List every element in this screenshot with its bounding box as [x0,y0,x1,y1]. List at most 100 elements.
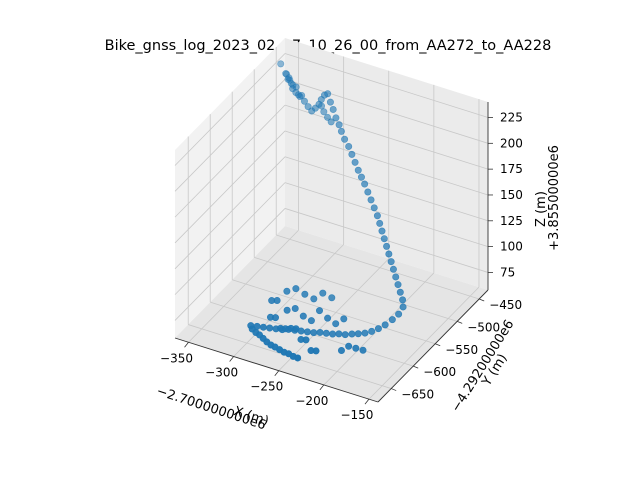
grid-line [391,388,397,391]
data-point [292,285,300,293]
z-tick-label: 150 [500,188,523,202]
data-point [396,288,404,296]
data-point [378,227,386,235]
pane-y [285,38,488,290]
data-point [329,330,337,338]
data-point [381,321,389,329]
data-point [367,196,375,204]
grid-line [274,370,280,376]
y-tick-label: −600 [423,365,456,379]
data-point [316,307,324,315]
grid-line [254,256,458,322]
data-point [364,188,372,196]
grid-line [284,156,489,222]
data-point [271,314,279,322]
data-point [328,294,336,302]
data-point [352,344,360,352]
z-axis-offset-label: +3.85500000e6 [547,145,562,251]
data-point [292,325,300,333]
grid-line [229,356,234,362]
data-point [351,158,359,166]
data-point [283,306,291,314]
data-point [307,317,315,325]
data-point [337,127,345,135]
data-point [266,324,274,332]
data-point [341,135,349,143]
y-tick-label: −500 [467,320,500,334]
data-point [322,329,330,337]
grid-line [174,208,286,321]
data-point [323,113,331,121]
data-point [361,180,369,188]
data-point [345,142,353,150]
y-tick-label: −450 [489,298,522,312]
x-tick-label: −150 [340,408,373,422]
pane-x [175,38,285,338]
data-points [247,60,407,362]
grid-line [276,234,480,300]
grid-line [174,130,286,244]
z-tick-label: 125 [500,214,523,228]
data-point [340,315,348,323]
grid-line [174,182,286,295]
tick-labels: −350 −300 −250 −200 −150 −650 −600 −550 −500 −450… [160,110,523,422]
grid-line [377,289,489,403]
data-point [394,281,402,289]
data-point [341,331,349,339]
data-point [357,173,365,181]
grid-line [284,182,489,247]
grid-line [184,342,189,348]
data-point [312,347,320,355]
y-tick-label: −650 [401,388,434,402]
axis-panes [175,38,488,402]
grid-line [368,286,480,400]
grid-line [174,53,286,166]
data-point [345,342,353,350]
y-tick-label: −550 [445,343,478,357]
z-tick-label: 75 [500,265,515,279]
data-point [380,235,388,243]
chart-title: Bike_gnss_log_2023_02_07_10_26_00_from_A… [105,38,552,54]
z-tick-label: 225 [500,110,523,124]
grid-line [174,79,286,192]
data-point [389,265,397,273]
grid-line [284,53,489,118]
data-point [310,295,318,303]
data-point [259,323,267,331]
data-point [332,114,340,122]
data-point [399,303,407,311]
z-tick-label: 175 [500,162,523,176]
data-point [392,273,400,281]
data-point [296,93,304,101]
grid-line [232,279,436,345]
grid-line [174,156,286,270]
data-point [301,290,309,298]
data-point [291,305,299,313]
grid-line [457,320,463,324]
data-point [374,325,382,333]
data-point [368,327,376,335]
data-point [399,296,407,304]
data-point [303,328,311,336]
data-point [283,287,291,295]
data-point [319,289,327,297]
grid-line [233,244,344,357]
data-point [348,330,356,338]
x-tick-label: −350 [160,351,193,365]
grid-line [284,104,489,170]
data-point [348,150,356,158]
x-tick-label: −200 [295,394,328,408]
data-point [373,212,381,220]
data-point [329,105,337,113]
grid-line [174,104,286,218]
grid-line [479,298,485,302]
data-point [300,97,308,105]
grid-line [174,337,379,403]
data-point [354,330,362,338]
data-point [273,296,281,304]
data-point [277,60,285,68]
grid-line [278,258,390,371]
grid-line [364,398,370,405]
data-point [326,98,334,106]
